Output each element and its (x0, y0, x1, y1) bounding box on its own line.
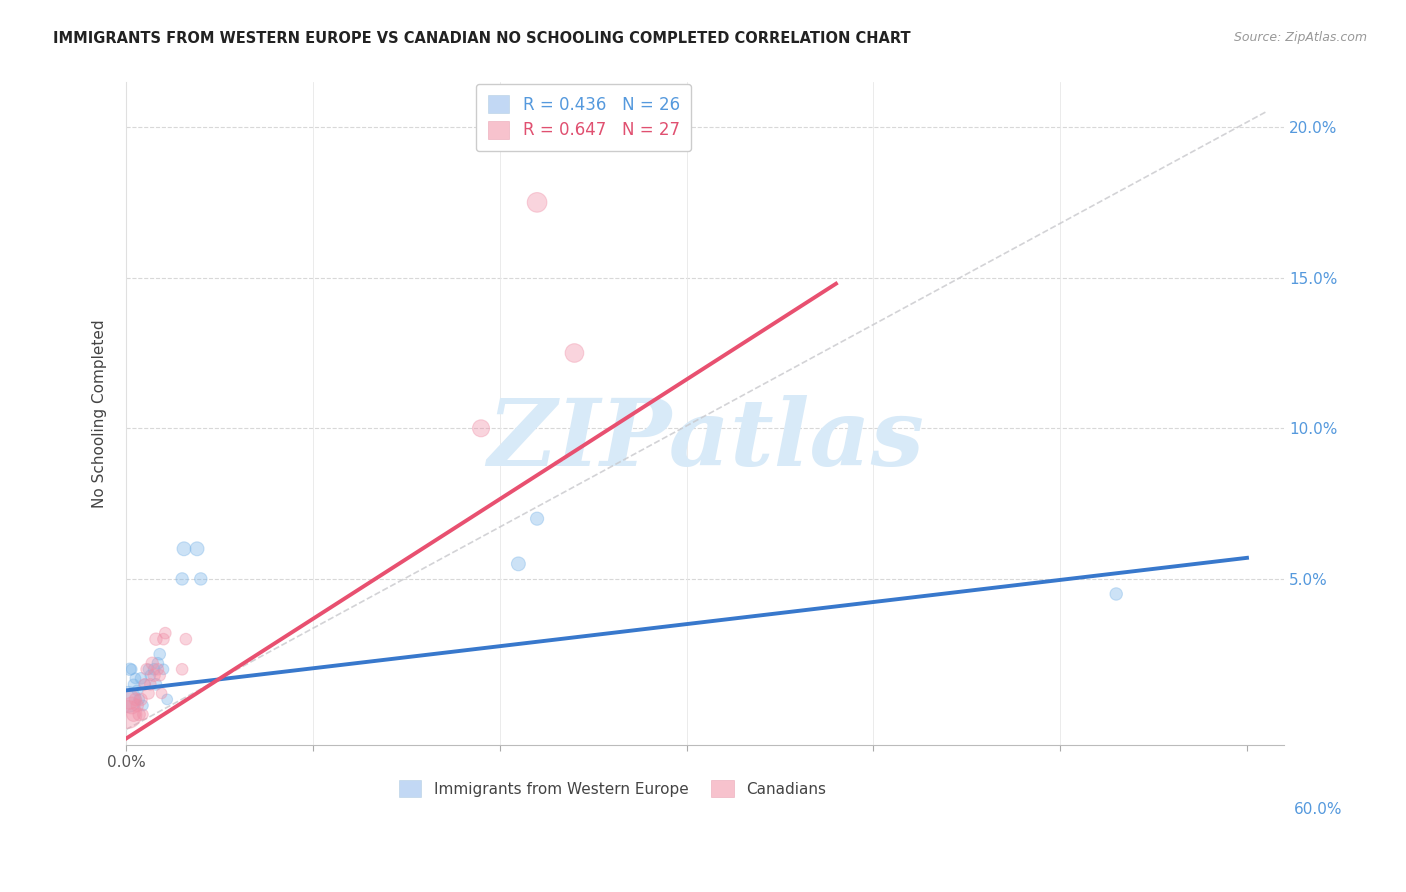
Point (124, 671, 146, 685)
Point (146, 657, 169, 671)
Text: 60.0%: 60.0% (1295, 803, 1343, 817)
Point (155, 626, 177, 640)
Point (145, 632, 167, 647)
Point (174, 632, 197, 647)
Point (172, 572, 194, 586)
Point (186, 541, 208, 556)
Point (138, 686, 160, 700)
Point (129, 692, 152, 706)
Point (172, 662, 194, 676)
Point (134, 677, 156, 691)
Point (149, 647, 172, 661)
Point (156, 692, 179, 706)
Point (117, 692, 139, 706)
Point (139, 677, 162, 691)
Point (118, 662, 141, 676)
Legend: Immigrants from Western Europe, Canadians: Immigrants from Western Europe, Canadian… (392, 774, 832, 803)
Point (124, 692, 146, 706)
Point (139, 668, 162, 682)
Point (173, 541, 195, 556)
Point (145, 677, 167, 691)
Point (122, 677, 145, 691)
Point (118, 692, 141, 706)
Point (127, 683, 149, 698)
Point (129, 671, 152, 685)
Point (128, 692, 150, 706)
Point (132, 698, 155, 713)
Point (121, 662, 143, 676)
Point (143, 668, 166, 682)
Point (564, 346, 586, 360)
Point (128, 707, 150, 722)
Point (1105, 587, 1128, 601)
Point (470, 421, 492, 435)
Point (143, 662, 166, 676)
Point (141, 657, 163, 671)
Point (121, 698, 143, 713)
Point (132, 707, 155, 722)
Point (122, 707, 145, 722)
Text: IMMIGRANTS FROM WESTERN EUROPE VS CANADIAN NO SCHOOLING COMPLETED CORRELATION CH: IMMIGRANTS FROM WESTERN EUROPE VS CANADI… (53, 31, 911, 46)
Point (152, 662, 174, 676)
Y-axis label: No Schooling Completed: No Schooling Completed (93, 319, 107, 508)
Text: ZIPatlas: ZIPatlas (486, 395, 924, 484)
Point (117, 707, 139, 722)
Point (508, 557, 530, 571)
Point (146, 662, 169, 676)
Text: Source: ZipAtlas.com: Source: ZipAtlas.com (1233, 31, 1367, 45)
Point (190, 572, 212, 586)
Point (526, 195, 548, 210)
Point (135, 662, 157, 676)
Point (127, 698, 149, 713)
Point (138, 662, 160, 676)
Point (152, 632, 174, 647)
Point (149, 668, 172, 682)
Point (134, 677, 156, 691)
Point (526, 511, 548, 525)
Point (150, 686, 173, 700)
